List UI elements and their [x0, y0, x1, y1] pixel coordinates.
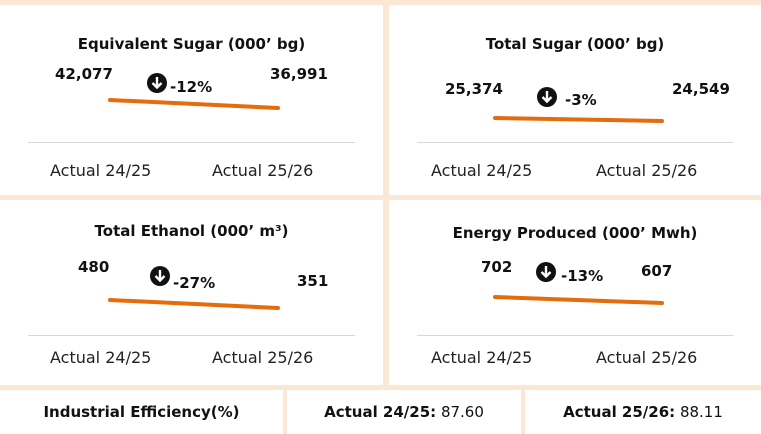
right-label: Actual 25/26 — [212, 348, 314, 367]
change: -13% — [561, 267, 604, 285]
trend-line — [493, 116, 664, 123]
left-value: 42,077 — [55, 65, 113, 83]
divider — [417, 142, 733, 143]
change: -3% — [565, 91, 597, 109]
efficiency-first-label: Actual 24/25: — [324, 403, 437, 421]
down-icon — [537, 87, 557, 107]
efficiency-first-value: 87.60 — [440, 403, 484, 421]
left-value: 25,374 — [445, 80, 503, 98]
down-icon — [536, 262, 556, 282]
efficiency-label-cell: Industrial Efficiency(%) — [0, 390, 283, 434]
card-title: Total Ethanol (000’ m³) — [94, 222, 289, 240]
card-title: Total Sugar (000’ bg) — [485, 35, 665, 53]
divider — [28, 335, 355, 336]
right-value: 36,991 — [270, 65, 328, 83]
change: -27% — [173, 274, 216, 292]
divider — [417, 335, 733, 336]
card: Equivalent Sugar (000’ bg) 42,077 -12% 3… — [0, 5, 383, 195]
card: Total Sugar (000’ bg) 25,374 -3% 24,549 … — [389, 5, 761, 195]
card: Energy Produced (000’ Mwh) 702 -13% 607 … — [389, 200, 761, 385]
card: Total Ethanol (000’ m³) 480 -27% 351 Act… — [0, 200, 383, 385]
left-label: Actual 24/25 — [431, 161, 533, 180]
left-value: 702 — [481, 258, 513, 276]
change: -12% — [170, 78, 213, 96]
down-icon — [150, 266, 170, 286]
left-label: Actual 24/25 — [50, 161, 152, 180]
down-icon — [147, 73, 167, 93]
right-label: Actual 25/26 — [596, 161, 698, 180]
right-value: 607 — [641, 262, 673, 280]
right-label: Actual 25/26 — [212, 161, 314, 180]
trend-line — [493, 295, 664, 305]
efficiency-second-value: 88.11 — [679, 403, 723, 421]
divider — [28, 142, 355, 143]
right-value: 24,549 — [672, 80, 730, 98]
card-title: Energy Produced (000’ Mwh) — [452, 224, 698, 242]
right-value: 351 — [297, 272, 329, 290]
trend-line — [108, 98, 280, 110]
left-value: 480 — [78, 258, 110, 276]
left-label: Actual 24/25 — [431, 348, 533, 367]
efficiency-second-cell: Actual 25/26: 88.11 — [525, 390, 761, 434]
trend-line — [108, 298, 280, 310]
efficiency-first-cell: Actual 24/25: 87.60 — [287, 390, 521, 434]
efficiency-second-label: Actual 25/26: — [563, 403, 676, 421]
left-label: Actual 24/25 — [50, 348, 152, 367]
card-title: Equivalent Sugar (000’ bg) — [77, 35, 306, 53]
efficiency-label: Industrial Efficiency(%) — [43, 403, 240, 421]
right-label: Actual 25/26 — [596, 348, 698, 367]
